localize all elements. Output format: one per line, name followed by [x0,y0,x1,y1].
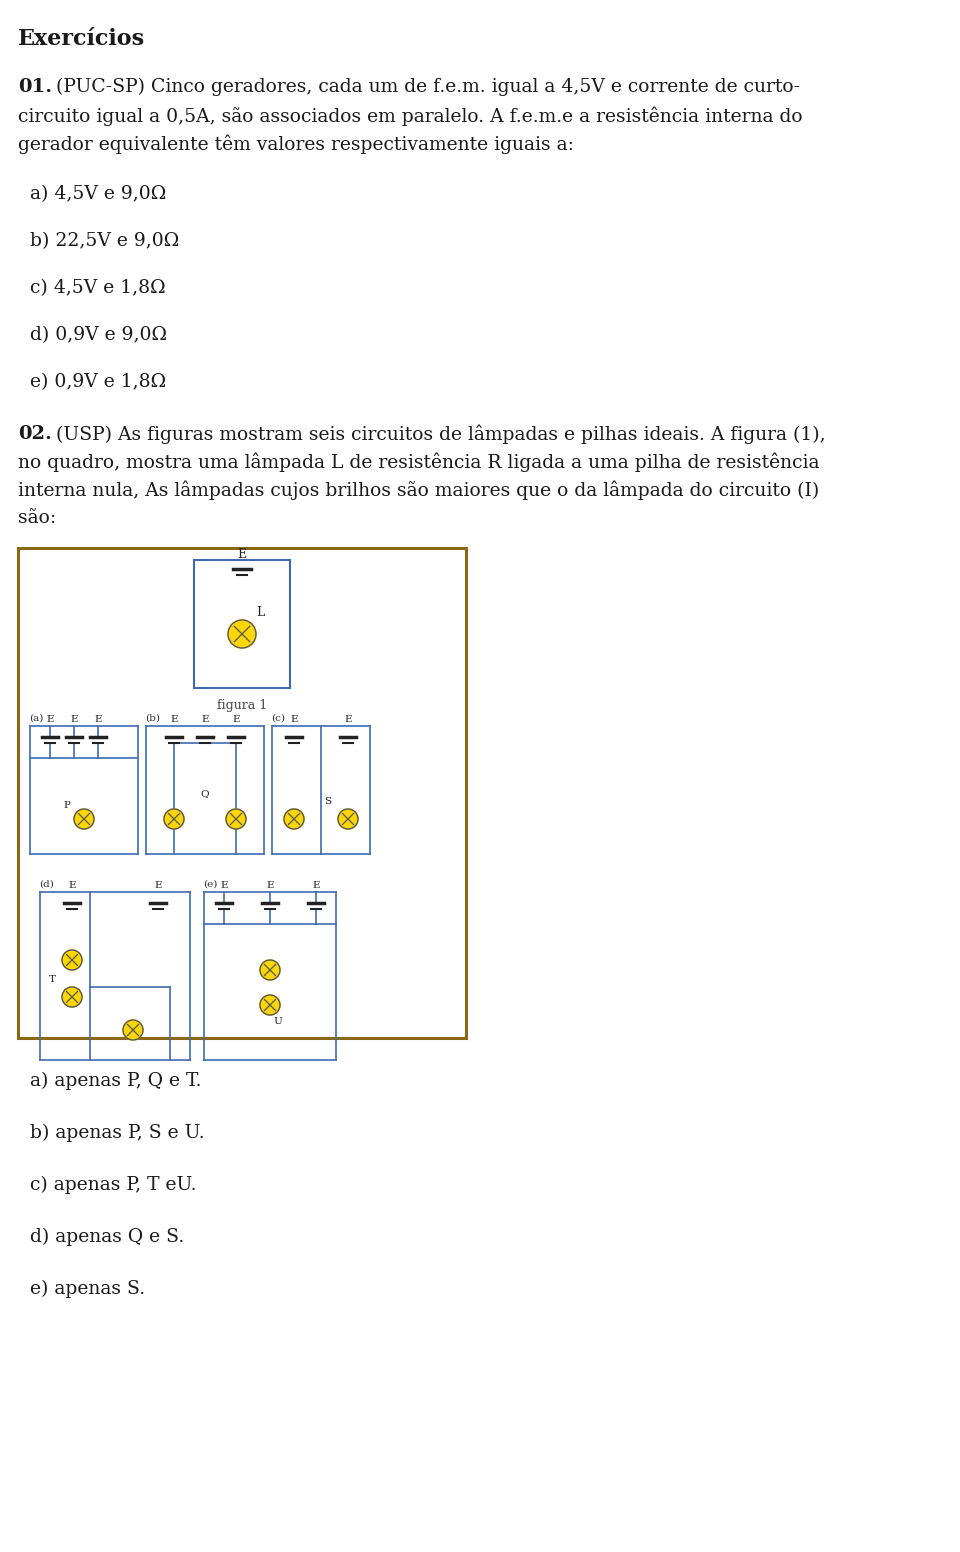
Text: no quadro, mostra uma lâmpada L de resistência R ligada a uma pilha de resistênc: no quadro, mostra uma lâmpada L de resis… [18,453,820,472]
Text: E: E [94,715,102,725]
Text: E: E [312,882,320,891]
Text: E: E [155,882,161,891]
Text: a) apenas P, Q e T.: a) apenas P, Q e T. [30,1072,202,1090]
Text: E: E [170,715,178,725]
Text: S: S [324,798,331,807]
Circle shape [226,809,246,829]
Text: (b): (b) [145,714,160,723]
Text: c) 4,5V e 1,8Ω: c) 4,5V e 1,8Ω [30,279,166,296]
Text: E: E [237,548,247,562]
Text: Q: Q [201,790,209,798]
Circle shape [338,809,358,829]
Bar [18,548,466,1038]
Circle shape [284,809,304,829]
Circle shape [62,987,82,1007]
Text: (d): (d) [39,880,54,888]
Text: (a): (a) [29,714,43,723]
Text: b) apenas P, S e U.: b) apenas P, S e U. [30,1124,204,1142]
Text: 02.: 02. [18,425,52,442]
Text: E: E [266,882,274,891]
Text: E: E [345,715,351,725]
Text: 01.: 01. [18,78,52,96]
Circle shape [123,1020,143,1040]
Circle shape [260,995,280,1015]
Text: circuito igual a 0,5A, são associados em paralelo. A f.e.m.e a resistência inter: circuito igual a 0,5A, são associados em… [18,106,803,126]
Circle shape [62,950,82,970]
Text: E: E [68,882,76,891]
Text: gerador equivalente têm valores respectivamente iguais a:: gerador equivalente têm valores respecti… [18,133,574,154]
Circle shape [260,961,280,979]
Text: L: L [256,605,264,619]
Text: figura 1: figura 1 [217,698,267,711]
Text: d) 0,9V e 9,0Ω: d) 0,9V e 9,0Ω [30,326,167,345]
Text: T: T [49,976,56,984]
Text: (PUC-SP) Cinco geradores, cada um de f.e.m. igual a 4,5V e corrente de curto-: (PUC-SP) Cinco geradores, cada um de f.e… [56,78,800,96]
Circle shape [164,809,184,829]
Text: E: E [220,882,228,891]
Circle shape [74,809,94,829]
Text: Exercícios: Exercícios [18,28,145,50]
Text: E: E [232,715,240,725]
Text: U: U [273,1018,281,1026]
Text: c) apenas P, T eU.: c) apenas P, T eU. [30,1176,197,1193]
Text: E: E [70,715,78,725]
Text: são:: são: [18,509,56,528]
Text: (e): (e) [203,880,217,888]
Text: E: E [202,715,208,725]
Text: e) 0,9V e 1,8Ω: e) 0,9V e 1,8Ω [30,372,166,391]
Text: d) apenas Q e S.: d) apenas Q e S. [30,1228,184,1246]
Text: E: E [46,715,54,725]
Text: b) 22,5V e 9,0Ω: b) 22,5V e 9,0Ω [30,231,180,250]
Text: (c): (c) [271,714,285,723]
Text: E: E [290,715,298,725]
Text: e) apenas S.: e) apenas S. [30,1280,145,1299]
Text: (USP) As figuras mostram seis circuitos de lâmpadas e pilhas ideais. A figura (1: (USP) As figuras mostram seis circuitos … [56,425,826,444]
Text: a) 4,5V e 9,0Ω: a) 4,5V e 9,0Ω [30,185,166,203]
Text: interna nula, As lâmpadas cujos brilhos são maiores que o da lâmpada do circuito: interna nula, As lâmpadas cujos brilhos … [18,481,819,500]
Circle shape [228,619,256,649]
Text: P: P [63,801,70,810]
